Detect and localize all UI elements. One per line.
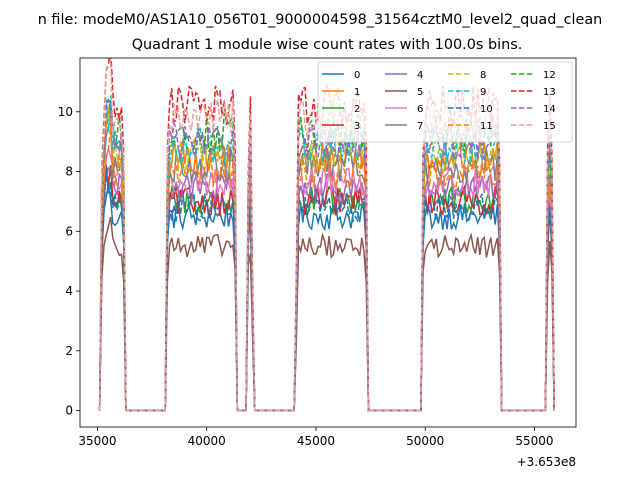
- legend-box: [317, 61, 573, 143]
- x-tick-label: 45000: [297, 434, 335, 448]
- legend-label: 4: [417, 70, 423, 81]
- legend-item-12: 12: [511, 70, 556, 81]
- legend-item-14: 14: [511, 104, 556, 115]
- legend-item-11: 11: [448, 121, 493, 132]
- plot-area-frame: [79, 57, 577, 428]
- legend-item-7: 7: [385, 121, 423, 132]
- x-axis-offset-label: +3.653e8: [517, 455, 576, 469]
- legend-item-5: 5: [385, 87, 423, 98]
- legend-item-15: 15: [511, 121, 556, 132]
- x-tick-label: 35000: [78, 434, 116, 448]
- figure-suptitle: n file: modeM0/AS1A10_056T01_9000004598_…: [38, 12, 603, 28]
- chart-title: Quadrant 1 module wise count rates with …: [132, 37, 523, 53]
- legend-label: 9: [480, 87, 486, 98]
- series-line-11: [98, 126, 555, 412]
- y-axis: 0 2 4 6 8 10: [58, 105, 80, 418]
- legend-label: 12: [543, 70, 556, 81]
- series-line-10: [98, 167, 555, 412]
- y-tick-label: 0: [65, 404, 73, 418]
- legend-item-1: 1: [322, 87, 360, 98]
- legend-item-13: 13: [511, 87, 556, 98]
- x-axis: 35000 40000 45000 50000 55000: [78, 427, 554, 448]
- y-tick-label: 6: [65, 224, 73, 238]
- series-line-5: [98, 216, 555, 412]
- legend-item-10: 10: [448, 104, 493, 115]
- legend-label: 13: [543, 87, 556, 98]
- legend-label: 11: [480, 121, 493, 132]
- legend-item-4: 4: [385, 70, 423, 81]
- x-tick-label: 55000: [515, 434, 553, 448]
- legend-item-6: 6: [385, 104, 423, 115]
- legend-label: 15: [543, 121, 556, 132]
- legend-label: 7: [417, 121, 423, 132]
- y-tick-label: 10: [58, 105, 73, 119]
- legend-item-9: 9: [448, 87, 486, 98]
- legend-label: 3: [354, 121, 360, 132]
- x-tick-label: 50000: [406, 434, 444, 448]
- legend-label: 1: [354, 87, 360, 98]
- legend-label: 5: [417, 87, 423, 98]
- series-line-6: [98, 148, 555, 412]
- legend-item-2: 2: [322, 104, 360, 115]
- y-tick-label: 8: [65, 165, 73, 179]
- legend-label: 2: [354, 104, 360, 115]
- x-tick-label: 40000: [188, 434, 226, 448]
- series-line-7: [98, 120, 555, 412]
- legend-label: 10: [480, 104, 493, 115]
- y-tick-label: 2: [65, 344, 73, 358]
- legend-label: 6: [417, 104, 423, 115]
- legend-item-3: 3: [322, 121, 360, 132]
- legend-label: 14: [543, 104, 556, 115]
- legend-item-8: 8: [448, 70, 486, 81]
- legend-item-0: 0: [322, 70, 360, 81]
- y-tick-label: 4: [65, 284, 73, 298]
- legend-label: 8: [480, 70, 486, 81]
- legend-label: 0: [354, 70, 360, 81]
- series-line-14: [98, 97, 555, 412]
